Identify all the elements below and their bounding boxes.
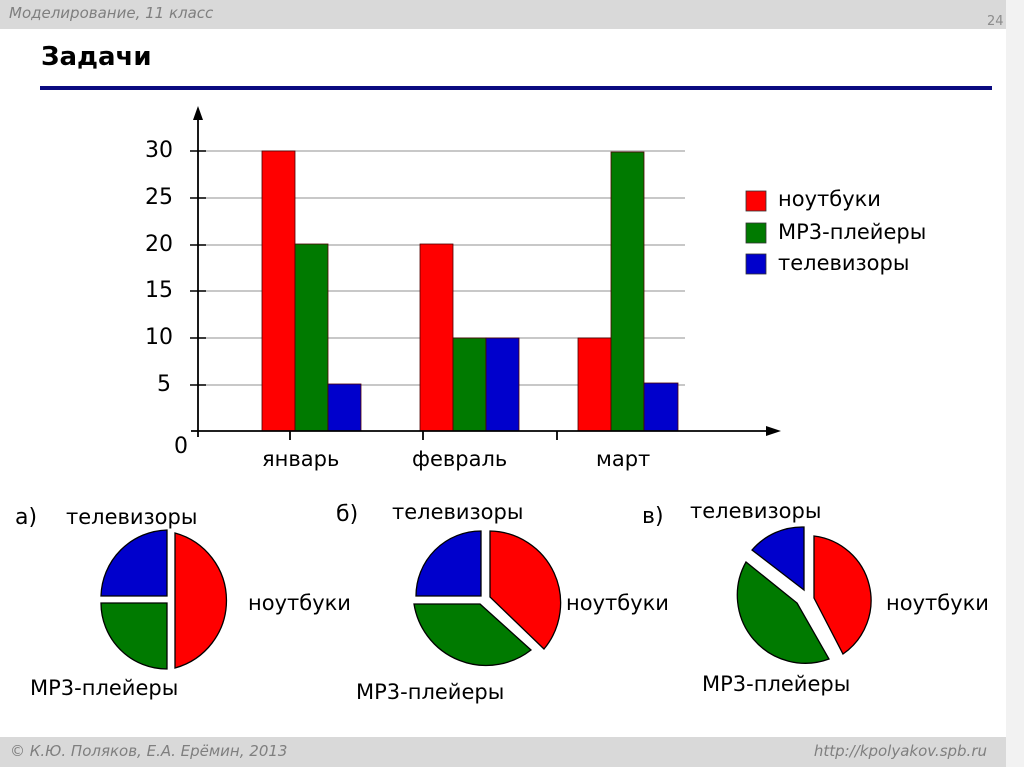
bars-march	[577, 151, 679, 432]
slide-edge	[1006, 0, 1024, 767]
x-axis-arrow-icon	[766, 426, 781, 436]
pie-b-mp3	[413, 603, 533, 667]
bar-feb-notebooks	[419, 243, 454, 432]
pie-a-tv	[100, 529, 168, 597]
bar-mar-tv	[643, 382, 679, 432]
pie-c-tv	[751, 526, 805, 592]
legend-label-notebooks: ноутбуки	[778, 187, 881, 211]
pie-c	[736, 526, 872, 664]
pie-a-mp3	[100, 602, 168, 670]
pie-a-letter: а)	[15, 505, 38, 530]
pie-a-mp3-label: MP3-плейеры	[30, 676, 179, 700]
y-axis-arrow-icon	[193, 106, 203, 120]
x-label-february: февраль	[412, 447, 508, 471]
pie-c-mp3-label: MP3-плейеры	[702, 672, 851, 696]
bars-january	[261, 150, 362, 432]
pie-b-tv-label: телевизоры	[392, 500, 524, 524]
y-tick-30: 30	[145, 138, 173, 163]
pie-a-notebook-label: ноутбуки	[248, 591, 351, 615]
legend-label-tv: телевизоры	[778, 251, 910, 275]
y-tick-10: 10	[145, 325, 173, 350]
bar-jan-notebooks	[261, 150, 296, 432]
legend-label-mp3: MP3-плейеры	[778, 220, 927, 244]
bar-jan-mp3	[294, 243, 329, 432]
legend-swatch-notebooks	[745, 190, 767, 212]
legend-swatch-tv	[745, 253, 767, 275]
footer-bar	[0, 737, 1006, 767]
bar-feb-tv	[485, 337, 520, 432]
site-link[interactable]: http://kpolyakov.spb.ru	[813, 742, 987, 760]
header-bar: Моделирование, 11 класс	[0, 0, 1006, 29]
pie-b-notebooks	[489, 530, 562, 650]
pie-a	[100, 529, 228, 670]
pie-c-letter: в)	[642, 504, 664, 529]
bars-february	[419, 243, 520, 432]
bar-mar-mp3	[610, 151, 645, 432]
y-tick-20: 20	[145, 232, 173, 257]
bar-mar-notebooks	[577, 337, 612, 432]
y-tick-5: 5	[157, 372, 171, 397]
pie-a-notebooks	[174, 532, 228, 669]
x-label-january: январь	[262, 447, 340, 471]
pie-b-notebook-label: ноутбуки	[566, 591, 669, 615]
pie-c-mp3	[736, 561, 830, 664]
pie-a-tv-label: телевизоры	[66, 505, 198, 529]
y-tick-15: 15	[145, 278, 173, 303]
pie-b	[413, 530, 562, 667]
pie-c-notebooks	[813, 535, 872, 655]
y-tick-0: 0	[174, 434, 188, 459]
copyright-text: © К.Ю. Поляков, Е.А. Ерёмин, 2013	[10, 742, 288, 760]
x-label-march: март	[596, 447, 651, 471]
pie-b-mp3-label: MP3-плейеры	[356, 680, 505, 704]
axes	[191, 118, 768, 440]
y-tick-25: 25	[145, 185, 173, 210]
page-title: Задачи	[41, 42, 152, 72]
pie-b-letter: б)	[336, 502, 359, 527]
pie-c-tv-label: телевизоры	[690, 499, 822, 523]
course-label: Моделирование, 11 класс	[9, 4, 214, 22]
bar-feb-mp3	[452, 337, 487, 432]
legend-swatch-mp3	[745, 222, 767, 244]
page-number: 24	[987, 14, 1004, 29]
pie-c-notebook-label: ноутбуки	[886, 591, 989, 615]
title-divider	[40, 86, 992, 90]
bar-jan-tv	[327, 383, 362, 432]
pie-b-tv	[415, 530, 482, 597]
